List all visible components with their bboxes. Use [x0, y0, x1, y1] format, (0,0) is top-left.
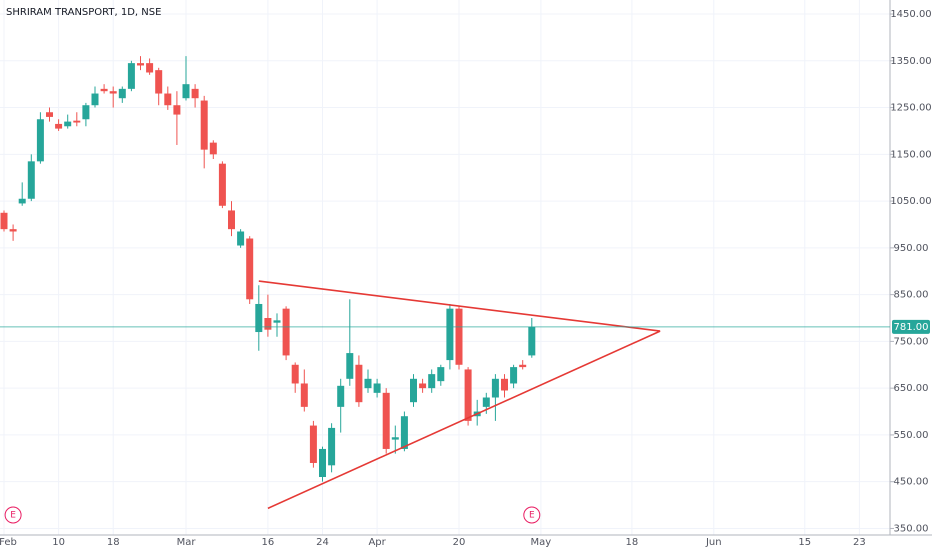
- candle-body: [246, 238, 254, 300]
- candle-body: [118, 88, 126, 99]
- last-price-box: [892, 319, 930, 334]
- candle-body: [264, 318, 272, 330]
- candle-body: [182, 84, 190, 99]
- candle-body: [373, 383, 381, 393]
- candle-body: [400, 416, 408, 449]
- candle-body: [36, 119, 44, 162]
- trendline: [258, 280, 661, 332]
- candle-body: [137, 63, 144, 66]
- x-tick-label: 18: [626, 537, 639, 548]
- y-tick-label: 450.00: [894, 477, 929, 488]
- candle-body: [55, 123, 63, 129]
- candle-body: [209, 142, 217, 155]
- candle-body: [91, 93, 99, 106]
- x-tick-label: Apr: [368, 537, 386, 548]
- candle-body: [155, 70, 163, 94]
- candle-body: [100, 88, 108, 92]
- candle-body: [446, 308, 454, 361]
- x-tick-label: Mar: [177, 537, 197, 548]
- candle-body: [237, 231, 245, 246]
- candle-body: [164, 93, 172, 106]
- y-tick-label: 550.00: [894, 430, 929, 441]
- candle-body: [455, 308, 463, 365]
- y-tick-label: 750.00: [894, 336, 929, 347]
- x-tick-label: 10: [52, 537, 65, 548]
- x-tick-label: 24: [316, 537, 329, 548]
- last-price-label: 781.00: [894, 322, 929, 333]
- candle-body: [228, 210, 235, 230]
- candle-body: [337, 385, 345, 407]
- x-tick-label: 20: [453, 537, 466, 548]
- candle-body: [109, 91, 117, 94]
- candle-body: [291, 364, 299, 384]
- x-tick-label: May: [531, 537, 552, 548]
- candle-body: [200, 100, 208, 150]
- y-tick-label: 1050.00: [890, 196, 931, 207]
- candle-body: [300, 383, 308, 407]
- x-tick-label: Jun: [705, 537, 722, 548]
- y-tick-label: 650.00: [894, 383, 929, 394]
- x-tick-label: 23: [853, 537, 866, 548]
- candle-body: [82, 105, 90, 120]
- candle-body: [64, 121, 72, 127]
- candle-body: [0, 212, 8, 230]
- x-tick-label: Feb: [0, 537, 17, 548]
- candle-body: [510, 367, 518, 384]
- chart-title: SHRIRAM TRANSPORT, 1D, NSE: [6, 7, 161, 18]
- x-tick-label: 15: [798, 537, 811, 548]
- x-tick-label: 16: [262, 537, 275, 548]
- candle-body: [18, 198, 26, 204]
- candle-body: [482, 397, 490, 407]
- y-tick-label: 950.00: [894, 243, 929, 254]
- candle-body: [464, 369, 472, 421]
- candle-body: [491, 378, 499, 398]
- candle-body: [428, 374, 436, 389]
- candle-body: [273, 320, 281, 323]
- candle-body: [73, 120, 81, 123]
- candle-body: [355, 364, 363, 403]
- candle-body: [364, 378, 372, 389]
- candle-body: [146, 63, 154, 73]
- candle-body: [218, 163, 226, 206]
- candle-body: [382, 392, 390, 449]
- candle-body: [309, 425, 317, 463]
- candle-body: [27, 161, 35, 199]
- candle-body: [255, 303, 263, 333]
- candle-body: [519, 364, 527, 368]
- candle-body: [282, 308, 290, 356]
- candle-body: [9, 229, 17, 232]
- candle-body: [127, 63, 135, 89]
- candle-body: [191, 88, 199, 99]
- event-label: E: [529, 511, 535, 521]
- y-tick-label: 1150.00: [890, 149, 931, 160]
- y-tick-label: 850.00: [894, 290, 929, 301]
- candle-body: [437, 367, 445, 382]
- x-tick-label: 18: [107, 537, 120, 548]
- trendline: [267, 330, 661, 510]
- candle-body: [410, 378, 417, 403]
- candle-body: [419, 383, 427, 389]
- candle-body: [46, 112, 53, 117]
- candle-body: [346, 353, 354, 379]
- event-marker: [523, 506, 541, 524]
- y-tick-label: 350.00: [894, 523, 929, 534]
- y-tick-label: 1250.00: [890, 103, 931, 114]
- candle-body: [319, 448, 326, 478]
- event-label: E: [10, 511, 16, 521]
- candle-body: [501, 378, 508, 391]
- event-marker: [4, 506, 22, 524]
- candle-body: [391, 437, 399, 440]
- candle-body: [173, 105, 181, 115]
- candle-body: [528, 326, 536, 356]
- y-tick-label: 1450.00: [890, 9, 931, 20]
- candle-body: [328, 427, 336, 466]
- y-tick-label: 1350.00: [890, 56, 931, 67]
